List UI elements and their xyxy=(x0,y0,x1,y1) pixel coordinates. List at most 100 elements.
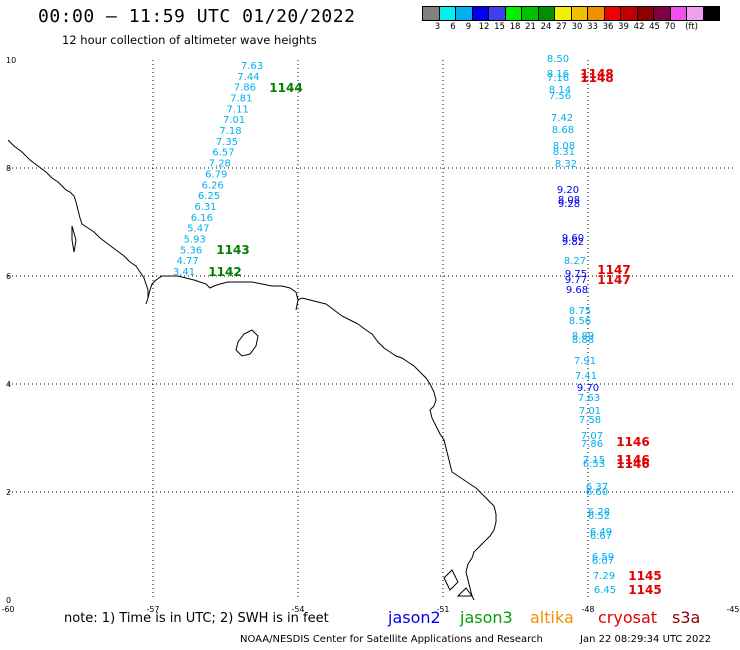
wave-height-labels: 7.637.447.867.817.117.017.187.356.577.28… xyxy=(173,54,662,597)
legend-label: 42 xyxy=(633,22,645,32)
y-tick-label: 8 xyxy=(6,164,11,173)
inlet-outline xyxy=(71,225,77,253)
legend-label: 70 xyxy=(664,22,676,32)
x-tick-label: -60 xyxy=(1,605,14,614)
hour-label: 1148 xyxy=(580,67,613,81)
swh-label: 7.86 xyxy=(581,439,603,450)
swh-label: 7.01 xyxy=(223,115,245,126)
hour-label: 1142 xyxy=(208,265,241,279)
x-tick-label: -48 xyxy=(581,605,594,614)
swh-label: 7.86 xyxy=(234,83,256,94)
hour-label: 1146 xyxy=(616,457,649,471)
swh-label: 8.89 xyxy=(572,331,594,342)
credit-timestamp: Jan 22 08:29:34 UTC 2022 xyxy=(580,634,712,645)
x-tick-label: -57 xyxy=(146,605,159,614)
swh-label: 8.27 xyxy=(564,256,586,267)
swh-label: 7.44 xyxy=(237,72,259,83)
legend-label: 21 xyxy=(525,22,536,32)
swh-label: 9.68 xyxy=(566,285,588,296)
swh-label: 7.41 xyxy=(575,371,597,382)
swh-label: 3.41 xyxy=(173,267,195,278)
swh-label: 7.28 xyxy=(209,159,231,170)
swh-label: 6.07 xyxy=(592,556,614,567)
coastline xyxy=(7,139,497,601)
hour-label: 1143 xyxy=(216,243,249,257)
legend-label: 39 xyxy=(618,22,629,32)
swh-label: 8.08 xyxy=(553,141,575,152)
legend-label: 33 xyxy=(587,22,598,32)
legend-label: 9 xyxy=(465,22,472,32)
swh-label: 7.29 xyxy=(593,571,615,582)
swh-label: 6.79 xyxy=(205,169,227,180)
swh-label: 8.50 xyxy=(547,54,569,65)
footer-note: note: 1) Time is in UTC; 2) SWH is in fe… xyxy=(64,611,329,626)
legend-label: (ft) xyxy=(685,22,698,32)
swh-label: 4.77 xyxy=(176,256,198,267)
legend-label: 24 xyxy=(540,22,552,32)
swh-label: 7.81 xyxy=(230,94,252,105)
swh-label: 9.70 xyxy=(577,383,599,394)
swh-label: 6.37 xyxy=(586,482,608,493)
swh-label: 6.25 xyxy=(198,191,220,202)
swh-label: 9.77 xyxy=(565,275,587,286)
swh-label: 6.60 xyxy=(586,487,608,498)
swh-label: 7.56 xyxy=(549,91,571,102)
legend-label: 12 xyxy=(478,22,490,32)
swh-label: 7.63 xyxy=(241,61,263,72)
swh-label: 8.68 xyxy=(552,125,574,136)
swh-label: 8.14 xyxy=(549,85,571,96)
swh-label: 8.88 xyxy=(572,335,594,346)
swh-label: 7.58 xyxy=(579,415,601,426)
island-outline xyxy=(456,587,473,597)
hour-label: 1146 xyxy=(616,435,649,449)
mission-label-s3a: s3a xyxy=(672,608,701,627)
swh-label: 6.28 xyxy=(588,507,610,518)
hour-label: 1144 xyxy=(269,81,302,95)
swh-label: 6.16 xyxy=(191,213,213,224)
mission-label-cryosat: cryosat xyxy=(598,608,658,627)
swh-label: 7.63 xyxy=(578,393,600,404)
map-grid xyxy=(8,60,733,600)
hour-label: 1145 xyxy=(628,583,661,597)
legend-swatch xyxy=(702,6,720,21)
swh-label: 7.35 xyxy=(216,137,238,148)
swh-label: 6.57 xyxy=(212,148,234,159)
legend-label: 3 xyxy=(434,22,441,32)
legend-label: 36 xyxy=(602,22,614,32)
swh-label: 8.75 xyxy=(569,306,591,317)
mission-label-jason2: jason2 xyxy=(388,608,441,627)
y-tick-label: 4 xyxy=(6,380,11,389)
color-legend xyxy=(422,6,720,21)
legend-label: 45 xyxy=(649,22,660,32)
x-tick-label: -45 xyxy=(726,605,739,614)
swh-label: 6.45 xyxy=(594,585,616,596)
swh-label: 6.52 xyxy=(588,511,610,522)
swh-label: 6.67 xyxy=(590,531,612,542)
swh-label: 7.91 xyxy=(574,356,596,367)
legend-label: 18 xyxy=(509,22,521,32)
legend-label: 27 xyxy=(556,22,567,32)
legend-label: 15 xyxy=(494,22,505,32)
swh-label: 7.16 xyxy=(547,73,569,84)
swh-label: 8.16 xyxy=(547,69,569,80)
swh-label: 7.42 xyxy=(551,113,573,124)
swh-label: 8.56 xyxy=(569,316,591,327)
map-subtitle: 12 hour collection of altimeter wave hei… xyxy=(62,33,317,47)
credit-text: NOAA/NESDIS Center for Satellite Applica… xyxy=(240,634,543,645)
y-tick-label: 6 xyxy=(6,272,11,281)
hour-label: 1148 xyxy=(580,71,613,85)
swh-label: 9.82 xyxy=(562,237,584,248)
swh-label: 7.07 xyxy=(581,431,603,442)
swh-label: 6.49 xyxy=(590,527,612,538)
legend-label: 30 xyxy=(571,22,583,32)
hour-label: 1147 xyxy=(597,273,630,287)
swh-label: 9.20 xyxy=(557,185,579,196)
map-title: 00:00 – 11:59 UTC 01/20/2022 xyxy=(38,6,356,27)
swh-label: 5.36 xyxy=(180,245,202,256)
swh-label: 5.47 xyxy=(187,224,209,235)
mission-label-altika: altika xyxy=(530,608,574,627)
swh-label: 7.18 xyxy=(219,126,241,137)
swh-label: 7.15 xyxy=(583,455,605,466)
mission-label-jason3: jason3 xyxy=(460,608,513,627)
